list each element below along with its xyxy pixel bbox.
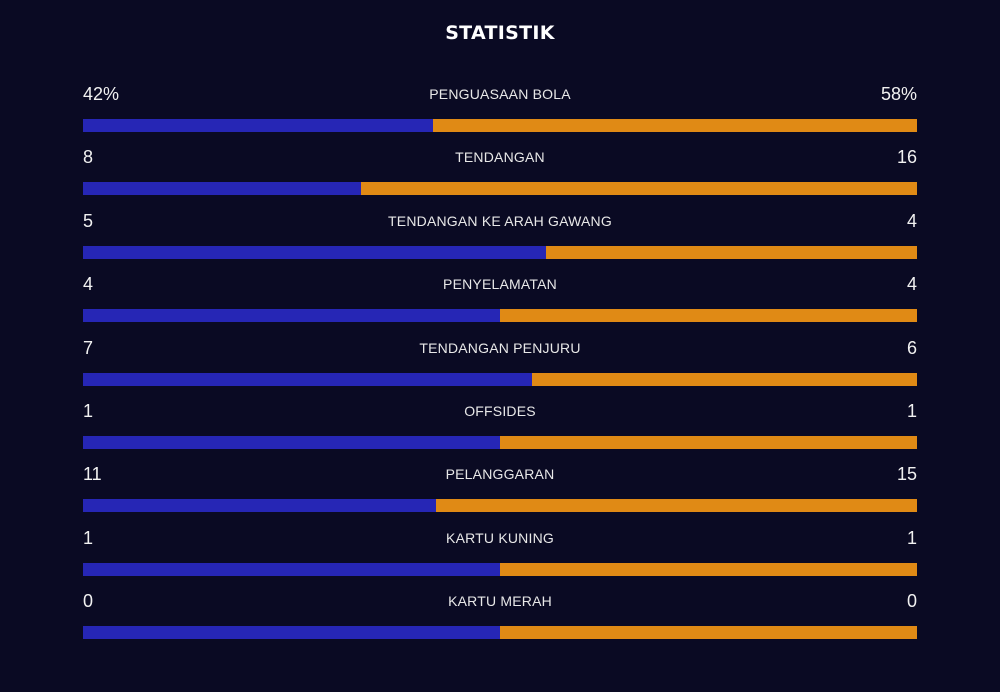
home-value: 8 [83, 147, 94, 168]
stat-row-shots: 8 TENDANGAN 16 [83, 143, 917, 206]
stat-row-possession: 42% PENGUASAAN BOLA 58% [83, 80, 917, 143]
home-bar-segment [83, 119, 434, 132]
home-bar-segment [83, 245, 547, 259]
away-bar-segment [500, 626, 917, 640]
home-value: 0 [83, 591, 94, 612]
home-bar-segment [83, 562, 500, 576]
stat-label: TENDANGAN [455, 149, 545, 166]
away-bar-segment [435, 499, 917, 513]
away-value: 1 [906, 400, 917, 421]
comparison-bar [83, 119, 917, 132]
comparison-bar [83, 309, 917, 323]
away-value: 4 [906, 210, 917, 231]
stat-label: PENYELAMATAN [443, 276, 557, 293]
stat-row-yellow-cards: 1 KARTU KUNING 1 [83, 524, 917, 587]
comparison-bar [83, 182, 917, 196]
away-value: 6 [906, 337, 917, 358]
stat-row-red-cards: 0 KARTU MERAH 0 [83, 587, 917, 650]
home-bar-segment [83, 309, 500, 323]
away-value: 15 [896, 464, 917, 485]
comparison-bar [83, 499, 917, 513]
home-value: 4 [83, 274, 94, 295]
away-bar-segment [500, 309, 917, 323]
stat-label: KARTU KUNING [446, 529, 554, 546]
home-bar-segment [83, 372, 533, 386]
stat-label: TENDANGAN KE ARAH GAWANG [388, 212, 612, 229]
home-value: 11 [83, 464, 102, 485]
away-bar-segment [360, 182, 917, 196]
away-bar-segment [500, 562, 917, 576]
away-bar-segment [532, 372, 917, 386]
home-bar-segment [83, 182, 361, 196]
away-value: 58% [880, 84, 917, 104]
stat-row-shots-on-target: 5 TENDANGAN KE ARAH GAWANG 4 [83, 207, 917, 270]
home-bar-segment [83, 499, 436, 513]
stat-label: PENGUASAAN BOLA [429, 86, 571, 102]
home-value: 7 [83, 337, 94, 358]
stat-label: KARTU MERAH [448, 593, 552, 610]
away-value: 0 [906, 591, 917, 612]
comparison-bar [83, 372, 917, 386]
comparison-bar [83, 562, 917, 576]
stat-row-corners: 7 TENDANGAN PENJURU 6 [83, 334, 917, 397]
home-bar-segment [83, 435, 500, 449]
stat-row-offsides: 1 OFFSIDES 1 [83, 397, 917, 460]
home-value: 5 [83, 210, 94, 231]
away-bar-segment [546, 245, 917, 259]
comparison-bar [83, 245, 917, 259]
stats-list: 42% PENGUASAAN BOLA 58% 8 TENDANGAN 16 [83, 80, 917, 651]
stat-row-fouls: 11 PELANGGARAN 15 [83, 460, 917, 523]
away-bar-segment [433, 119, 917, 132]
home-value: 1 [83, 527, 94, 548]
away-bar-segment [500, 435, 917, 449]
stat-label: TENDANGAN PENJURU [419, 339, 581, 356]
comparison-bar [83, 435, 917, 449]
stat-row-saves: 4 PENYELAMATAN 4 [83, 270, 917, 333]
stat-label: PELANGGARAN [445, 466, 555, 483]
home-bar-segment [83, 626, 500, 640]
away-value: 1 [906, 527, 917, 548]
away-value: 16 [896, 147, 917, 168]
away-value: 4 [906, 274, 917, 295]
stat-label: OFFSIDES [464, 402, 536, 419]
home-value: 42% [83, 84, 120, 104]
comparison-bar [83, 626, 917, 640]
panel-title: STATISTIK [445, 22, 555, 44]
home-value: 1 [83, 400, 94, 421]
